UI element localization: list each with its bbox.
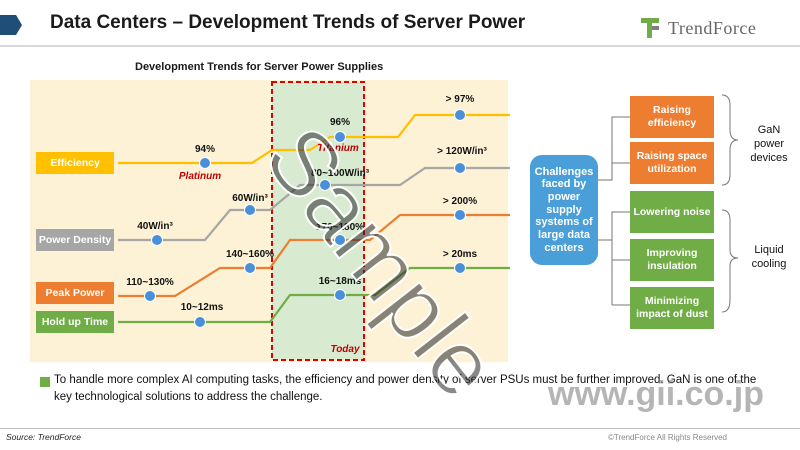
power-density-value-3: 80~100W/in³ (310, 168, 370, 179)
connector-top (598, 116, 630, 181)
peak-power-value-3: 170~180% (315, 222, 365, 233)
row-label-efficiency: Efficiency (36, 152, 114, 174)
today-band-border (271, 81, 365, 361)
peak-power-value-1: 110~130% (126, 277, 174, 288)
url-watermark: www.gii.co.jp (548, 375, 764, 413)
challenge-minimizing-dust: Minimizing impact of dust (630, 287, 714, 329)
power-density-point-3 (319, 179, 331, 191)
logo-wordmark: TrendForce (668, 18, 757, 38)
peak-power-value-4: > 200% (442, 196, 478, 207)
group-liquid-cooling: Liquid cooling (751, 244, 787, 270)
efficiency-value-1: 94% (194, 144, 216, 155)
peak-power-value-2: 140~160% (225, 249, 275, 260)
efficiency-tag-platinum: Platinum (178, 171, 222, 182)
note-bullet (40, 377, 50, 387)
today-band (272, 82, 364, 360)
peak-power-trend-line (118, 213, 510, 298)
challenge-lowering-noise: Lowering noise (630, 191, 714, 233)
copyright-text: ©TrendForce All Rights Reserved (608, 433, 727, 442)
row-label-peak-power: Peak Power (36, 282, 114, 304)
challenges-center-box: Challenges faced by power supply systems… (530, 155, 598, 265)
challenge-improving-insulation: Improving insulation (630, 239, 714, 281)
power-density-trend-line (118, 166, 510, 242)
peak-power-point-2 (244, 262, 256, 274)
hold-up-time-point-3 (454, 262, 466, 274)
power-density-value-2: 60W/in³ (232, 193, 268, 204)
power-density-point-1 (151, 234, 163, 246)
power-density-point-2 (244, 204, 256, 216)
power-density-point-4 (454, 162, 466, 174)
source-text: Source: TrendForce (6, 432, 81, 442)
row-label-power-density: Power Density (36, 229, 114, 251)
liquid-cooling-bracket (721, 209, 739, 313)
peak-power-point-1 (144, 290, 156, 302)
hold-up-time-value-1: 10~12ms (180, 302, 224, 313)
page-title: Data Centers – Development Trends of Ser… (50, 12, 526, 33)
group-gan-power-devices: GaN power devices (750, 124, 788, 164)
peak-power-point-3 (334, 234, 346, 246)
challenge-raising-space-utilization: Raising space utilization (630, 142, 714, 184)
peak-power-point-4 (454, 209, 466, 221)
power-density-value-4: > 120W/in³ (437, 146, 487, 157)
efficiency-point-1 (199, 157, 211, 169)
hold-up-time-point-2 (334, 289, 346, 301)
today-label: Today (330, 344, 360, 355)
gan-bracket (721, 94, 739, 186)
power-density-value-1: 40W/in³ (137, 221, 173, 232)
efficiency-value-3: > 97% (445, 94, 475, 105)
efficiency-trend-line (118, 113, 510, 165)
summary-note: To handle more complex AI computing task… (54, 374, 757, 403)
efficiency-value-2: 96% (329, 117, 351, 128)
hold-up-time-point-1 (194, 316, 206, 328)
efficiency-point-3 (454, 109, 466, 121)
trendforce-logo (638, 16, 662, 40)
hold-up-time-value-3: > 20ms (442, 249, 478, 260)
efficiency-point-2 (334, 131, 346, 143)
footer-divider (0, 428, 800, 429)
hold-up-time-trend-line (118, 266, 510, 324)
title-accent-bar (0, 15, 22, 35)
row-label-hold-up-time: Hold up Time (36, 311, 114, 333)
connector-bottom (598, 211, 630, 241)
efficiency-tag-titanium: Titanium (317, 143, 359, 154)
diagram-title: Development Trends for Server Power Supp… (135, 61, 384, 73)
challenge-raising-efficiency: Raising efficiency (630, 96, 714, 138)
header-divider (0, 45, 800, 47)
hold-up-time-value-2: 16~18ms (318, 276, 362, 287)
